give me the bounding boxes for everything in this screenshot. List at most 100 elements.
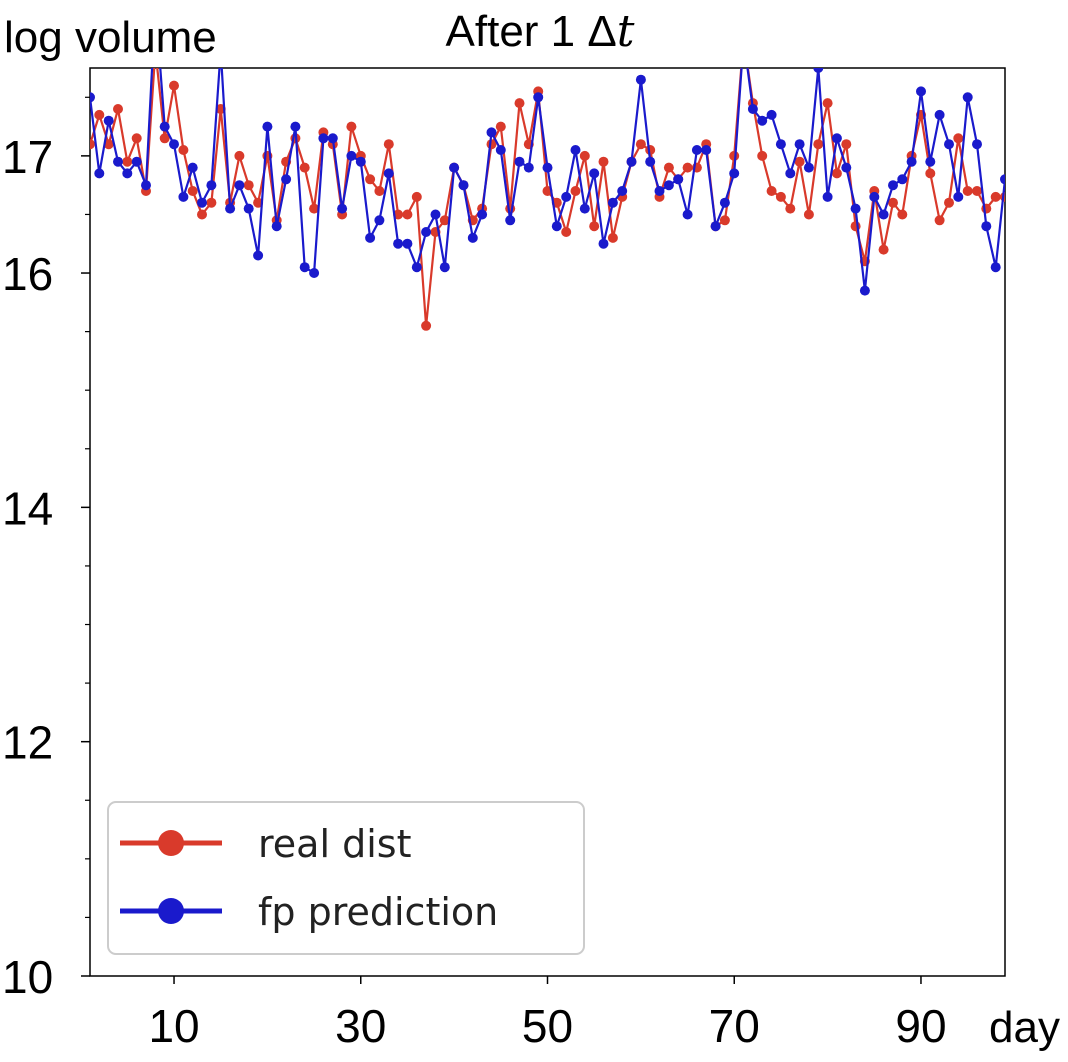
x-tick-label: 70 xyxy=(709,1000,760,1052)
data-point xyxy=(990,262,1001,273)
data-point xyxy=(1009,192,1019,202)
series-line xyxy=(90,68,1005,326)
data-point xyxy=(131,156,142,167)
data-point xyxy=(691,145,702,155)
legend-marker-prediction xyxy=(158,898,184,924)
data-point xyxy=(878,209,889,220)
data-point xyxy=(739,34,749,44)
data-point xyxy=(944,139,954,150)
data-point xyxy=(897,209,908,220)
data-point xyxy=(411,191,422,202)
data-point xyxy=(925,168,936,179)
data-point xyxy=(822,191,833,202)
data-point xyxy=(90,139,95,150)
data-point xyxy=(234,180,245,191)
data-point xyxy=(775,191,786,202)
data-point xyxy=(962,186,973,196)
data-point xyxy=(831,168,842,179)
data-point xyxy=(449,162,460,173)
data-point xyxy=(365,232,376,243)
data-point xyxy=(729,150,740,161)
data-point xyxy=(869,191,880,202)
data-point xyxy=(570,145,581,155)
data-point xyxy=(803,162,814,173)
data-point xyxy=(197,209,207,220)
data-point xyxy=(859,285,870,296)
series-layer xyxy=(90,0,1019,331)
legend-marker-real xyxy=(158,830,184,856)
data-point xyxy=(365,174,376,185)
data-point xyxy=(122,168,133,179)
data-point xyxy=(243,203,254,214)
data-point xyxy=(383,168,394,179)
data-point xyxy=(411,262,422,273)
data-point xyxy=(346,150,357,161)
data-point xyxy=(888,197,898,208)
data-point xyxy=(542,162,553,173)
data-point xyxy=(206,180,217,191)
x-tick-label: 10 xyxy=(148,1000,199,1052)
data-point xyxy=(309,203,320,214)
data-point xyxy=(850,203,861,214)
data-point xyxy=(551,221,562,232)
data-point xyxy=(888,180,898,191)
data-point xyxy=(402,209,413,220)
data-point xyxy=(467,232,478,243)
data-point xyxy=(393,238,404,249)
data-point xyxy=(178,191,189,202)
data-point xyxy=(439,215,450,226)
data-point xyxy=(607,197,618,208)
data-point xyxy=(682,162,693,173)
data-point xyxy=(281,174,292,185)
x-axis-label: day xyxy=(989,1003,1060,1052)
data-point xyxy=(374,186,385,196)
data-point xyxy=(103,115,114,126)
data-point xyxy=(299,162,310,173)
data-point xyxy=(178,145,189,155)
data-point xyxy=(757,150,768,161)
data-point xyxy=(187,162,198,173)
data-point xyxy=(439,262,450,273)
data-point xyxy=(916,86,926,97)
data-point xyxy=(383,139,394,150)
data-point xyxy=(953,133,964,144)
data-point xyxy=(925,156,936,167)
axes: 10 12 14 16 17 10 30 50 70 90 xyxy=(2,96,947,1052)
data-point xyxy=(710,221,721,232)
data-point xyxy=(794,139,805,150)
data-point xyxy=(150,0,160,9)
data-point xyxy=(682,209,693,220)
data-point xyxy=(346,121,357,132)
data-point xyxy=(766,109,777,120)
data-point xyxy=(355,156,366,167)
data-point xyxy=(785,168,796,179)
data-point xyxy=(962,92,973,103)
data-point xyxy=(579,203,590,214)
data-point xyxy=(757,115,768,126)
data-point xyxy=(430,209,441,220)
data-point xyxy=(299,262,310,273)
data-point xyxy=(271,221,282,232)
data-point xyxy=(514,98,525,109)
data-point xyxy=(739,34,749,44)
data-point xyxy=(505,215,516,226)
data-point xyxy=(262,121,273,132)
data-point xyxy=(113,156,123,167)
legend-box xyxy=(107,801,585,955)
series-real-dist xyxy=(90,34,1005,331)
y-tick-label: 10 xyxy=(2,951,53,1003)
data-point xyxy=(495,145,506,155)
data-point xyxy=(90,92,95,103)
data-point xyxy=(972,186,982,196)
data-point xyxy=(309,268,320,278)
data-point xyxy=(831,133,842,144)
data-point xyxy=(673,174,684,185)
data-point xyxy=(495,121,506,132)
data-point xyxy=(253,197,264,208)
data-point xyxy=(663,162,674,173)
data-point xyxy=(169,80,179,91)
data-point xyxy=(617,186,628,196)
data-point xyxy=(533,92,544,103)
data-point xyxy=(701,145,712,155)
